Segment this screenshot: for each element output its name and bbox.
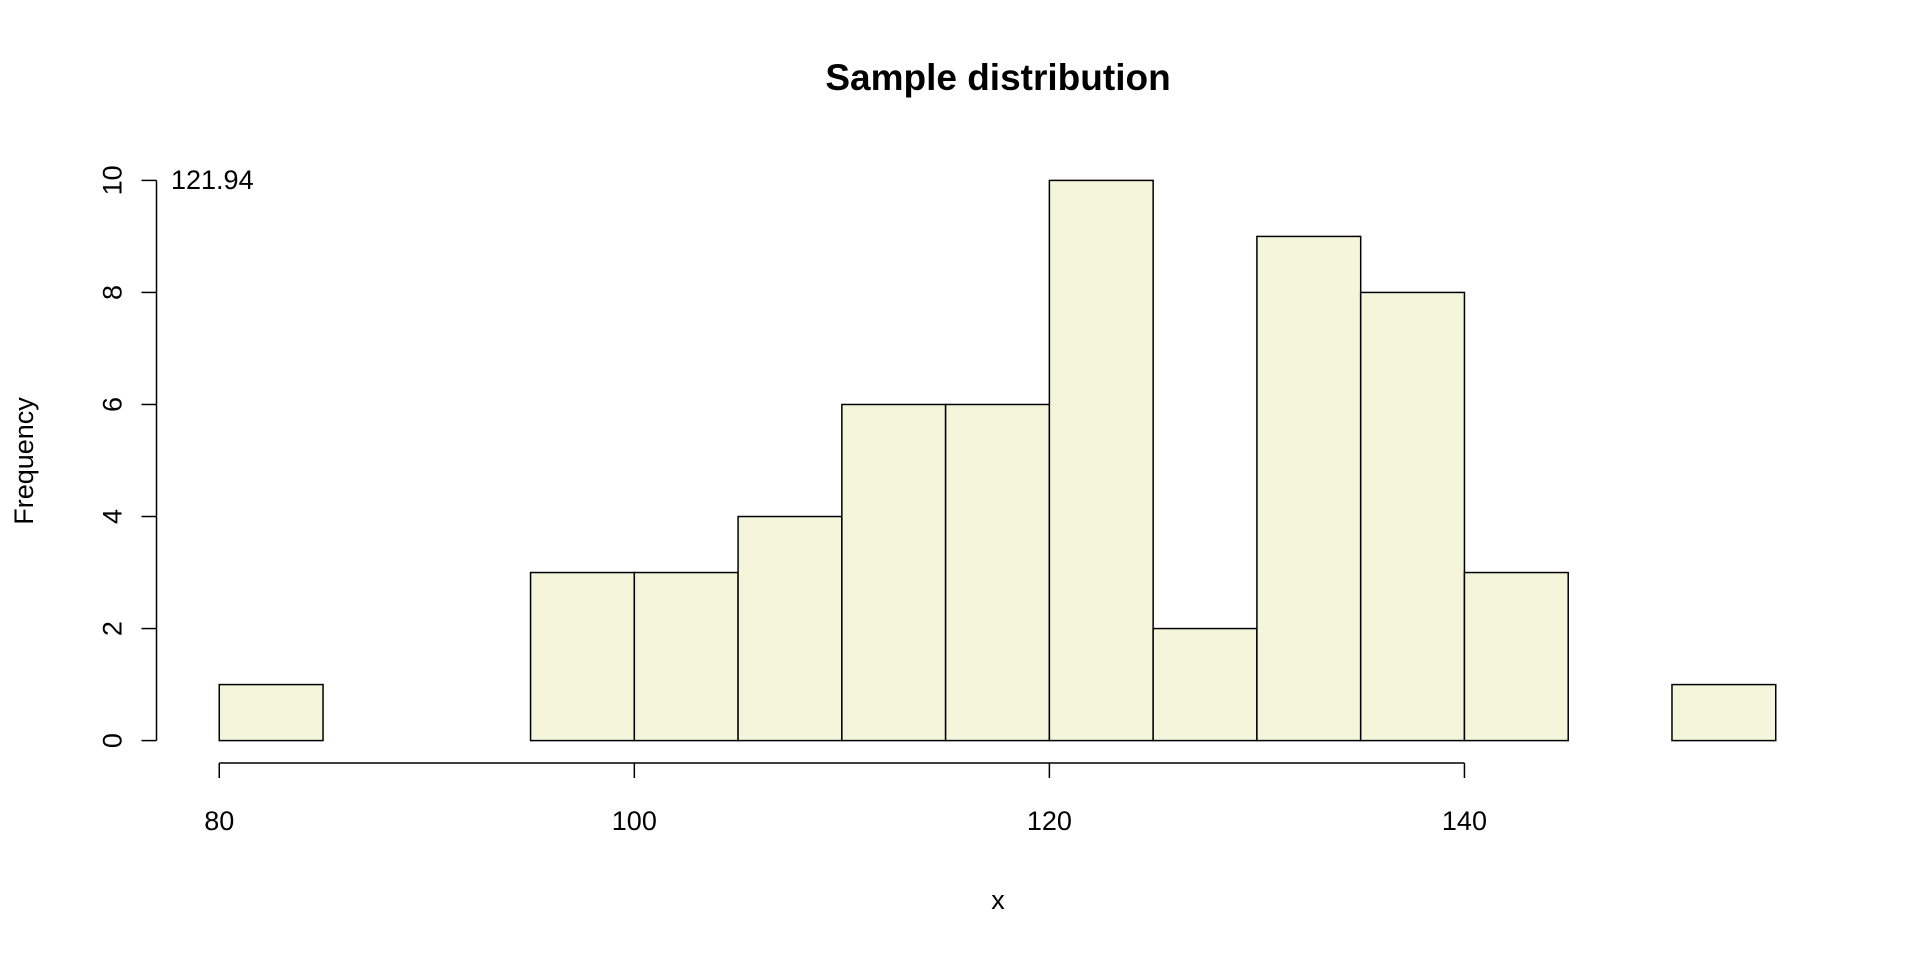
bar (218, 683, 324, 742)
bar (1256, 235, 1362, 742)
annotation: 121.94 (171, 165, 254, 195)
x-tick-label: 120 (1027, 806, 1072, 836)
bar (529, 571, 636, 742)
bar (944, 403, 1051, 742)
bar (841, 403, 947, 742)
bar (1671, 683, 1777, 742)
y-axis-label: Frequency (9, 397, 39, 525)
y-tick-label: 4 (98, 509, 128, 524)
x-tick-label: 80 (204, 806, 234, 836)
bar (633, 571, 739, 742)
chart-title: Sample distribution (825, 57, 1170, 98)
x-tick-label: 100 (612, 806, 657, 836)
x-axis-label: x (991, 885, 1005, 915)
y-tick-label: 2 (98, 621, 128, 636)
y-tick-label: 10 (98, 165, 128, 195)
bar (737, 515, 843, 742)
bar (1048, 179, 1154, 742)
x-tick-label: 140 (1442, 806, 1487, 836)
y-tick-label: 8 (98, 285, 128, 300)
y-tick-label: 6 (98, 397, 128, 412)
bar (1152, 627, 1258, 742)
bar (1359, 291, 1466, 742)
y-tick-label: 0 (98, 733, 128, 748)
bar (1463, 571, 1569, 742)
